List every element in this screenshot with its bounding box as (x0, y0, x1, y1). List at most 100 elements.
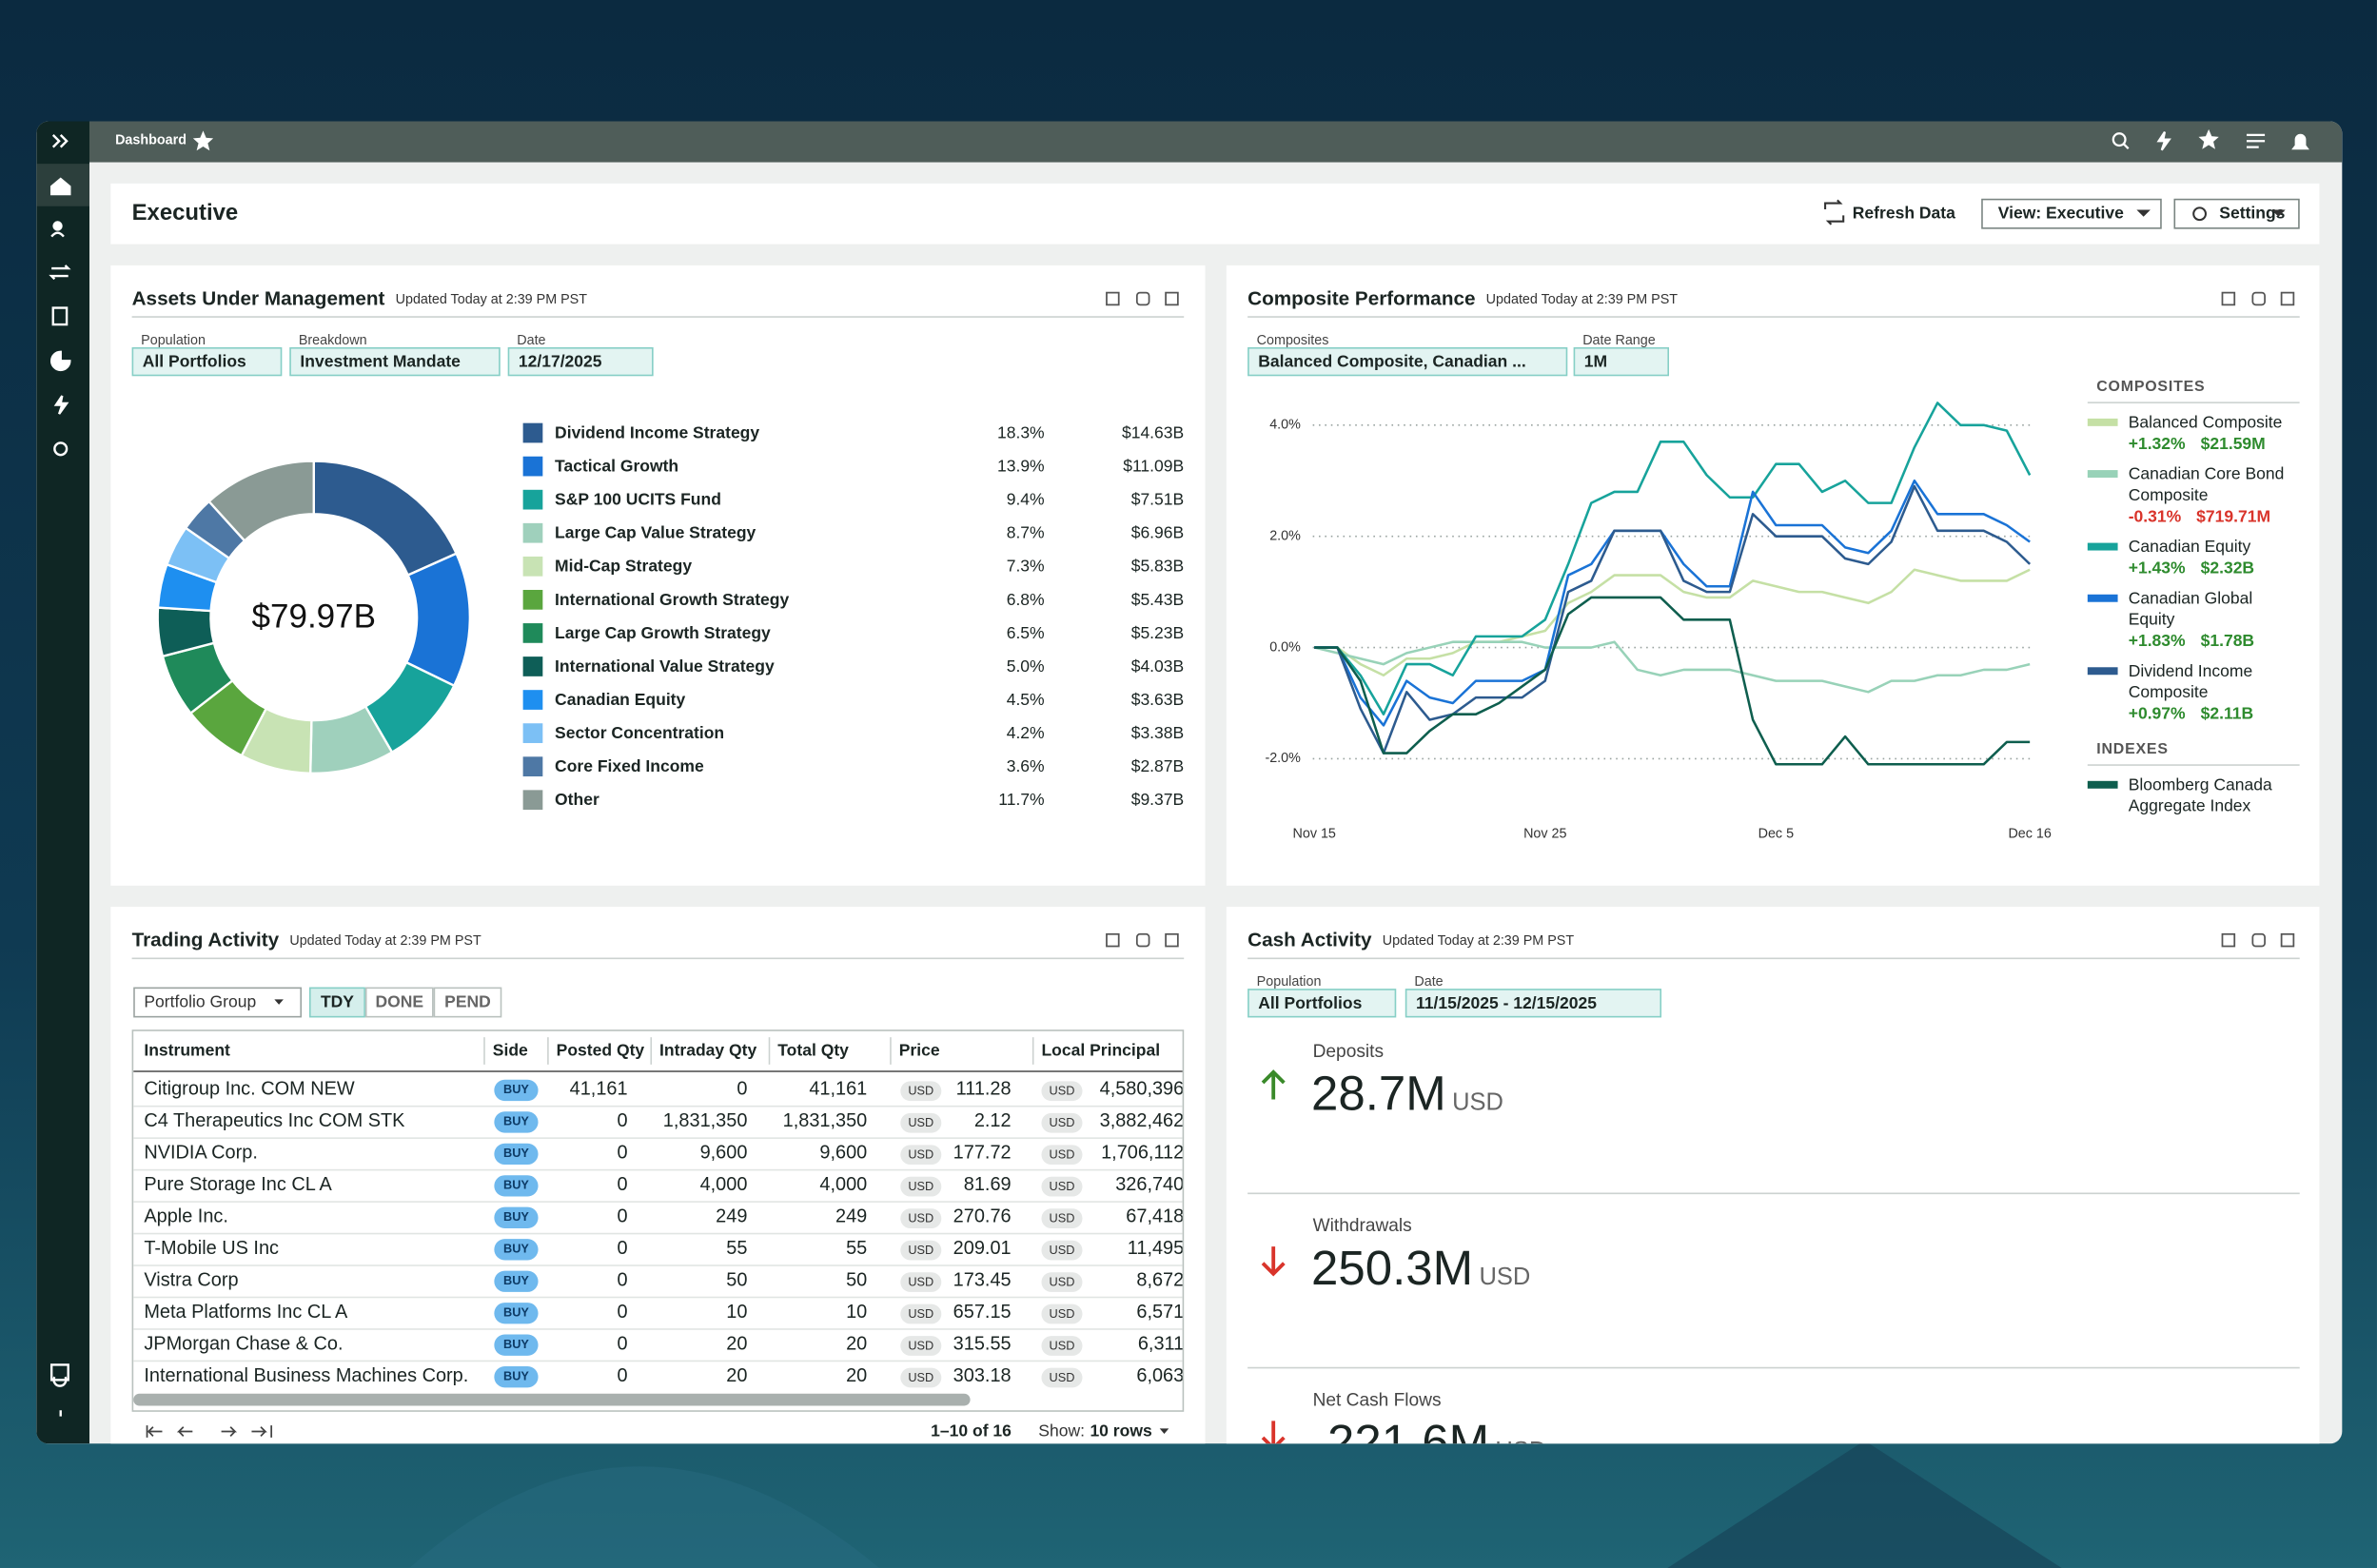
filter-value[interactable]: Investment Mandate (289, 346, 501, 377)
legend-group: INDEXES (2087, 737, 2300, 766)
cell-number: 1,706,112 (1101, 1142, 1185, 1164)
legend-group: COMPOSITES (2087, 375, 2300, 403)
panel-icon[interactable] (1106, 932, 1120, 948)
filter-value[interactable]: All Portfolios (131, 346, 283, 377)
cell-instrument: T-Mobile US Inc (144, 1237, 280, 1259)
row-rule (133, 1201, 1183, 1203)
legend-label: Large Cap Value Strategy (555, 523, 756, 542)
panel-title: Trading Activity (131, 928, 280, 951)
row-rule (133, 1264, 1183, 1266)
side-badge: BUY (494, 1270, 539, 1292)
legend-name: Bloomberg Canada Aggregate Index (2128, 776, 2272, 816)
value-label: 11.7% (998, 790, 1044, 809)
cell-number: 20 (726, 1364, 748, 1386)
side-badge: BUY (494, 1175, 539, 1197)
donut-center: $79.97B (251, 598, 376, 636)
settings-button[interactable]: Settings (2173, 198, 2300, 229)
cell-number: 0 (617, 1205, 628, 1227)
panel-icon[interactable] (2280, 291, 2295, 306)
data-table: Instrument Side Posted Qty Intraday Qty Tota… (131, 1029, 1185, 1412)
page-title: Executive (131, 200, 239, 226)
legend-swatch (522, 690, 543, 710)
cell-number: 20 (726, 1332, 748, 1355)
legend-swatch (2087, 542, 2118, 551)
cell-number: 0 (617, 1332, 628, 1355)
row-rule (133, 1168, 1183, 1171)
filter-value[interactable]: Balanced Composite, Canadian ... (1247, 346, 1568, 377)
filter-label: Composites (1256, 332, 1329, 347)
legend-text: Dividend Income Composite +0.97% $2.11B (2129, 661, 2288, 725)
x-tick-label: Dec 16 (2008, 826, 2051, 841)
cell-number: 0 (617, 1173, 628, 1195)
legend-swatch (2087, 470, 2118, 479)
chart-legend: COMPOSITES Balanced Composite +1.32% $21.59… (2087, 375, 2300, 865)
currency-badge: USD (1041, 1208, 1083, 1228)
filter-value[interactable]: 11/15/2025 - 12/15/2025 (1405, 989, 1662, 1018)
metric-row: 28.7M USD (1311, 1066, 1503, 1122)
legend-stats: +0.97% $2.11B (2129, 704, 2288, 725)
legend-stats: +1.43% $2.32B (2129, 559, 2288, 579)
legend-entry[interactable]: Canadian Core Bond Composite -0.31% $719.7… (2087, 464, 2300, 528)
amount-label: $14.63B (1122, 422, 1184, 441)
legend-total: $2.32B (2200, 559, 2255, 578)
cell-number: 81.69 (963, 1173, 1012, 1195)
metric-arrow (1261, 1246, 1286, 1277)
panel-icon[interactable] (1165, 932, 1179, 948)
panel-icon[interactable] (1135, 932, 1150, 948)
cell-number: 0 (617, 1364, 628, 1386)
cell-number: 55 (846, 1237, 868, 1259)
cell-number: 177.72 (953, 1142, 1012, 1164)
panel-icon[interactable] (1106, 291, 1120, 306)
filter-value[interactable]: 12/17/2025 (507, 346, 654, 377)
group-select[interactable]: Portfolio Group (133, 987, 303, 1018)
panel-icon[interactable] (1135, 291, 1150, 306)
line-series (1313, 640, 2031, 694)
cell-number: 41,161 (569, 1078, 628, 1100)
legend-swatch (522, 723, 543, 743)
cell-instrument: JPMorgan Chase & Co. (144, 1332, 344, 1355)
legend-text: Bloomberg Canada Aggregate Index (2129, 774, 2288, 817)
legend-entry[interactable]: Bloomberg Canada Aggregate Index (2087, 774, 2300, 817)
metric-unit: USD (1452, 1089, 1503, 1117)
legend-swatch (522, 589, 543, 610)
cell-instrument: NVIDIA Corp. (144, 1142, 258, 1164)
currency-badge: USD (1041, 1240, 1083, 1261)
side-badge: BUY (494, 1303, 539, 1324)
panel-icon[interactable] (2280, 932, 2295, 948)
legend-entry[interactable]: Balanced Composite +1.32% $21.59M (2087, 413, 2300, 456)
tab[interactable]: TDY (308, 987, 365, 1018)
y-tick-label: 2.0% (1269, 528, 1301, 543)
currency-badge: USD (1041, 1176, 1083, 1197)
panel-icon[interactable] (2221, 291, 2236, 306)
metric-row: 250.3M USD (1311, 1241, 1530, 1297)
filter-value[interactable]: All Portfolios (1247, 989, 1397, 1018)
column-header: Side (492, 1041, 528, 1061)
show-value[interactable]: 10 rows (1090, 1421, 1152, 1441)
legend-entry[interactable]: Canadian Global Equity +1.83% $1.78B (2087, 588, 2300, 652)
column-divider (547, 1037, 549, 1065)
breadcrumb[interactable]: Dashboard (115, 131, 187, 147)
legend-name: Canadian Equity (2128, 538, 2251, 557)
legend-total: $21.59M (2200, 435, 2266, 454)
legend-swatch (522, 456, 543, 477)
tab[interactable]: PEND (433, 987, 502, 1018)
app: Dashboard Executive Refresh Data View: E… (36, 121, 2343, 1444)
legend-label: Tactical Growth (555, 457, 678, 476)
row-rule (133, 1137, 1183, 1139)
panel-icon[interactable] (1165, 291, 1179, 306)
pager-arrows[interactable] (146, 1425, 273, 1438)
legend-entry[interactable]: Dividend Income Composite +0.97% $2.11B (2087, 661, 2300, 725)
view-select[interactable]: View: Executive (1981, 198, 2162, 229)
filter-value[interactable]: 1M (1573, 346, 1670, 377)
amount-label: $3.63B (1131, 690, 1185, 709)
legend-entry[interactable]: Canadian Equity +1.43% $2.32B (2087, 537, 2300, 579)
metric-label: Deposits (1312, 1040, 1385, 1062)
value-label: 13.9% (997, 457, 1045, 476)
value-label: 5.0% (1007, 657, 1045, 676)
panel-icon[interactable] (2251, 291, 2266, 306)
panel-icon[interactable] (2251, 932, 2266, 948)
cell-number: 41,161 (809, 1078, 868, 1100)
tab[interactable]: DONE (364, 987, 434, 1018)
refresh-button[interactable]: Refresh Data (1852, 205, 1955, 224)
panel-icon[interactable] (2221, 932, 2236, 948)
